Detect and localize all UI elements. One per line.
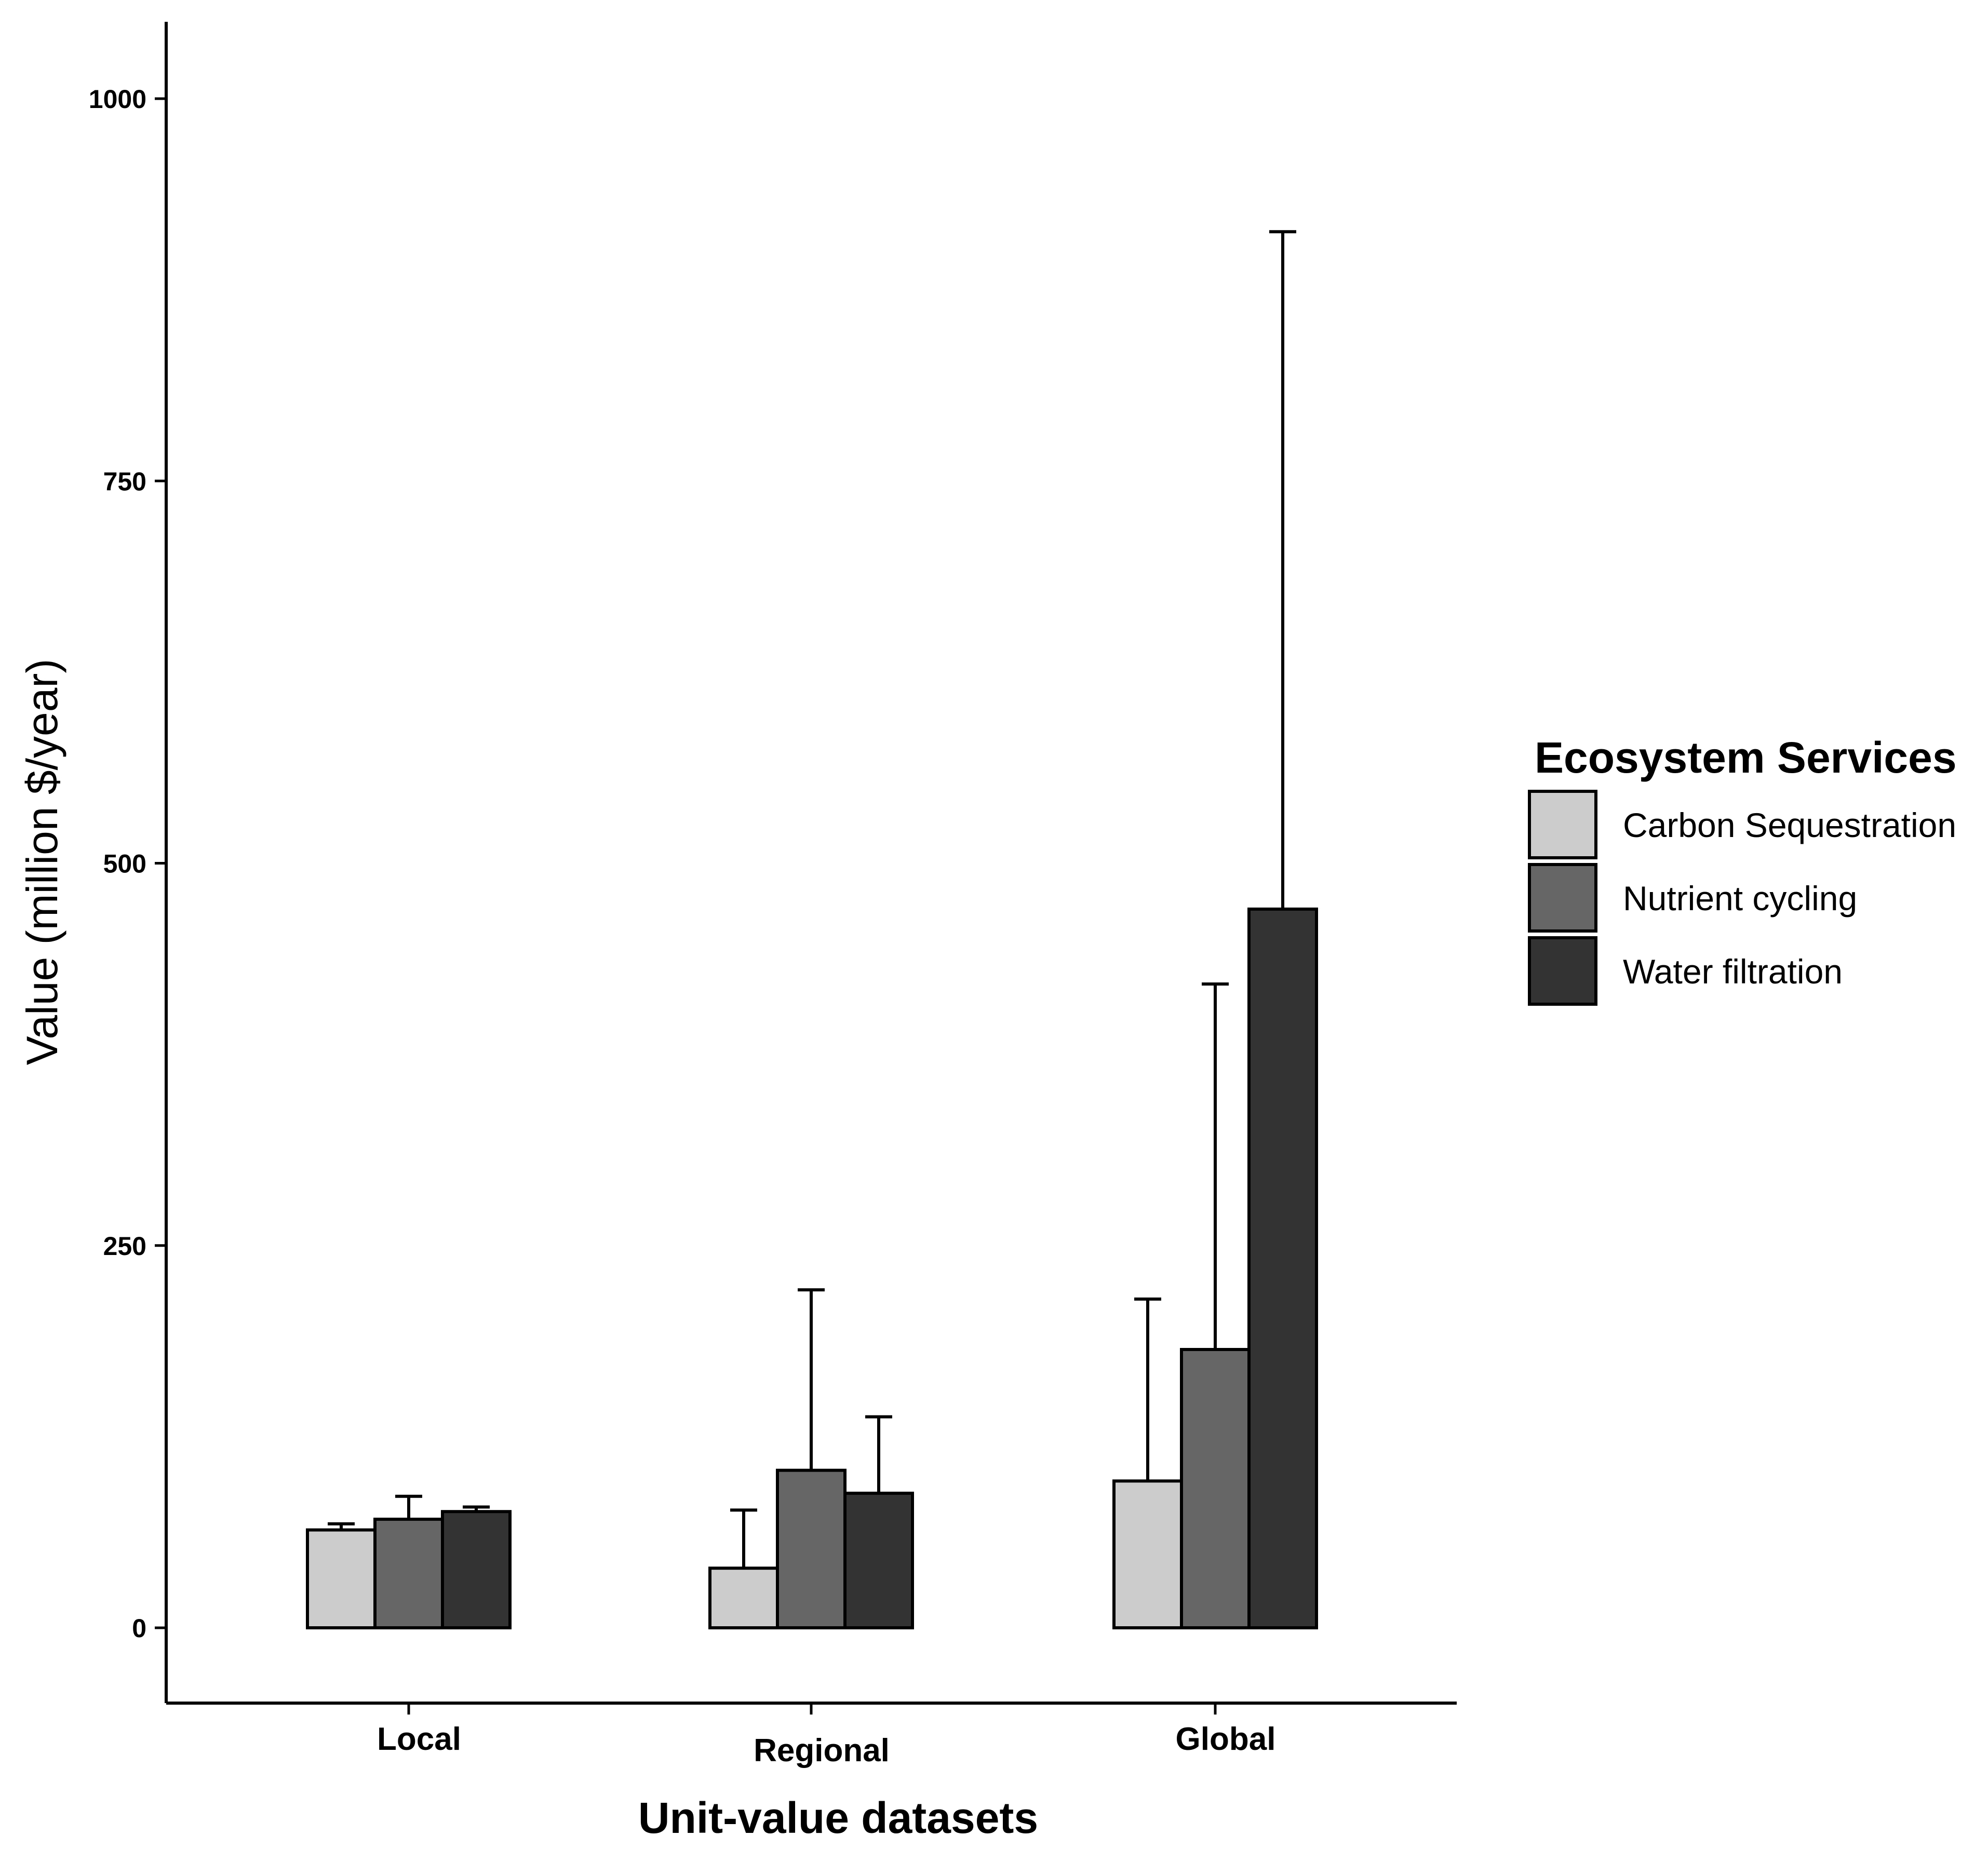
legend: Ecosystem Services Carbon Sequestration N… bbox=[1528, 733, 1957, 1006]
bar-nutrient-cycling-global bbox=[1180, 1348, 1251, 1629]
plot-area bbox=[306, 230, 1318, 1630]
y-tick-label: 0 bbox=[132, 1614, 146, 1643]
x-tick-label-regional: Regional bbox=[754, 1733, 890, 1769]
y-tick-label: 750 bbox=[103, 467, 146, 496]
y-tick-label: 500 bbox=[103, 849, 146, 879]
legend-label-water-filtration: Water filtration bbox=[1623, 952, 1843, 991]
y-axis-title: Value (million $/year) bbox=[18, 659, 66, 1065]
bar-water-filtration-local bbox=[441, 1510, 512, 1629]
x-axis-title: Unit-value datasets bbox=[638, 1793, 1038, 1842]
legend-key-carbon-sequestration bbox=[1528, 790, 1597, 859]
y-tick-label: 250 bbox=[103, 1232, 146, 1261]
bar-carbon-sequestration-local bbox=[306, 1528, 377, 1630]
x-tick-label-global: Global bbox=[1176, 1721, 1276, 1757]
x-tick-label-local: Local bbox=[377, 1721, 461, 1757]
bar-carbon-sequestration-regional bbox=[708, 1567, 779, 1630]
y-tick-label: 1000 bbox=[89, 85, 146, 114]
legend-title: Ecosystem Services bbox=[1535, 733, 1957, 782]
bar-nutrient-cycling-regional bbox=[776, 1468, 847, 1630]
legend-items: Carbon Sequestration Nutrient cycling Wate… bbox=[1528, 790, 1956, 1006]
bar-carbon-sequestration-global bbox=[1112, 1479, 1183, 1630]
legend-label-carbon-sequestration: Carbon Sequestration bbox=[1623, 806, 1956, 844]
bar-nutrient-cycling-local bbox=[373, 1517, 444, 1630]
legend-key-nutrient-cycling bbox=[1528, 863, 1597, 933]
bar-water-filtration-regional bbox=[843, 1491, 914, 1630]
x-axis-ticks: Local Regional Global bbox=[377, 1703, 1275, 1769]
legend-label-nutrient-cycling: Nutrient cycling bbox=[1623, 879, 1857, 917]
y-axis-ticks: 0 250 500 750 1000 bbox=[89, 85, 166, 1643]
legend-key-water-filtration bbox=[1528, 936, 1597, 1006]
bar-water-filtration-global bbox=[1247, 907, 1318, 1629]
